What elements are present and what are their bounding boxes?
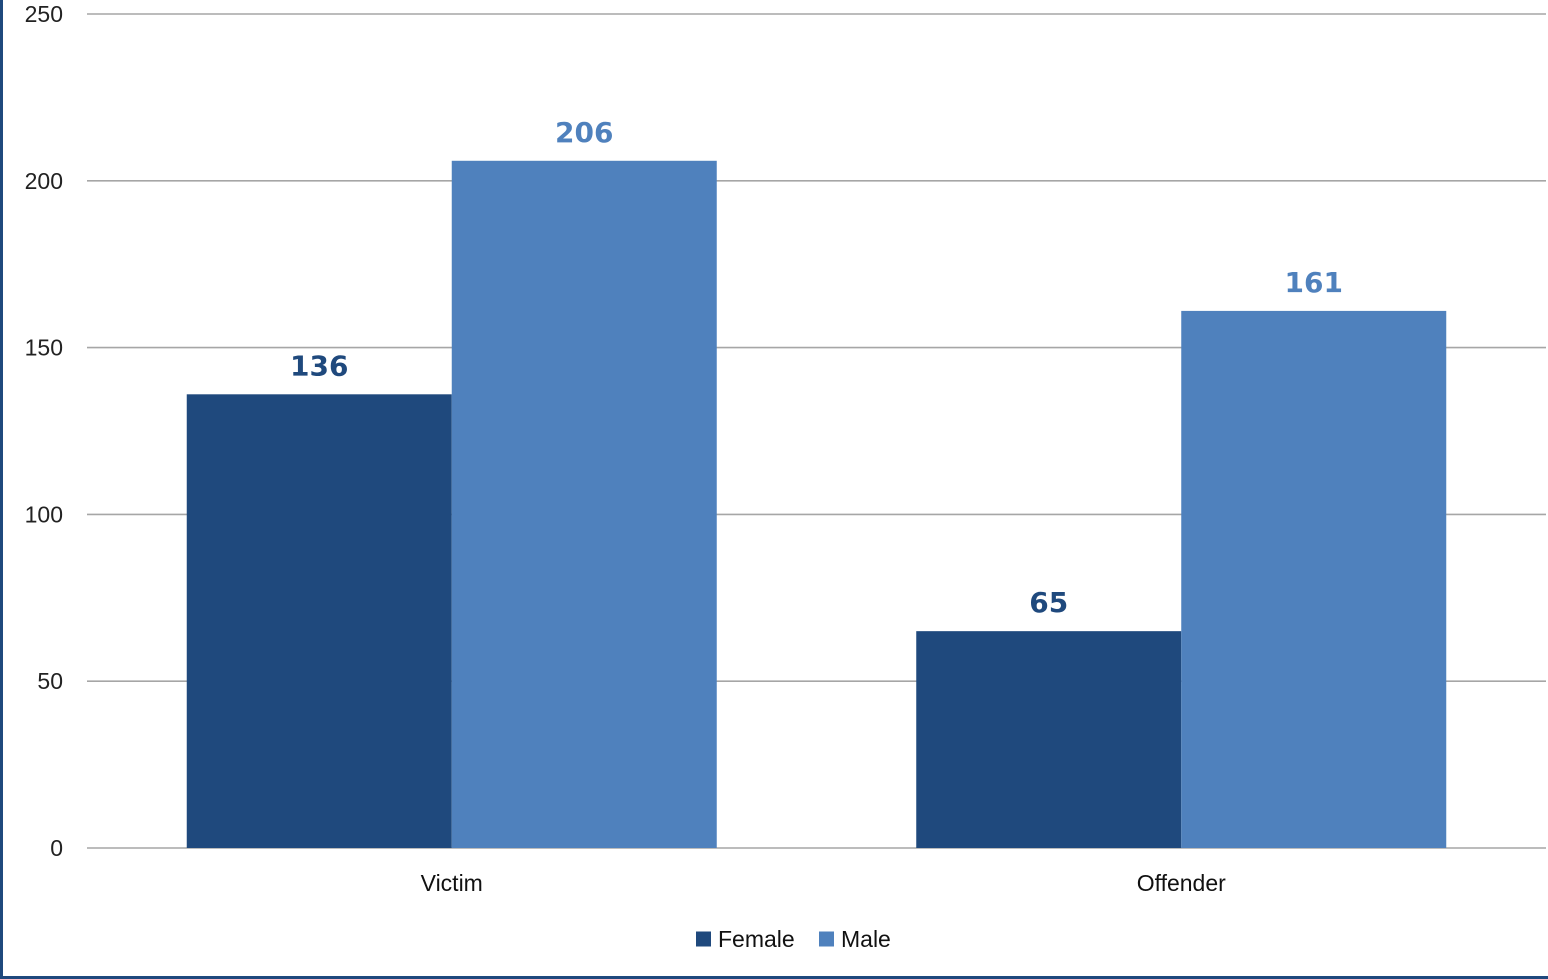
x-axis-category-labels: Victim Offender <box>421 870 1226 896</box>
category-label-offender: Offender <box>1137 870 1226 896</box>
legend-item-female: Female <box>696 926 795 952</box>
y-tick-label-50: 50 <box>37 668 63 694</box>
legend-label-male: Male <box>841 926 891 952</box>
y-axis-tick-labels: 0 50 100 150 200 250 <box>25 1 63 861</box>
bar-chart-canvas: 0 50 100 150 200 250 136 206 65 161 Victim Offend… <box>25 1 1546 952</box>
y-tick-label-100: 100 <box>25 501 63 527</box>
bar-victim-male <box>451 160 717 848</box>
bar-offender-male <box>1181 310 1447 848</box>
data-label-victim-female: 136 <box>290 349 348 382</box>
bars <box>186 160 1447 848</box>
legend-item-male: Male <box>819 926 891 952</box>
data-label-offender-female: 65 <box>1029 586 1068 619</box>
bar-victim-female <box>186 394 452 848</box>
y-tick-label-200: 200 <box>25 168 63 194</box>
y-tick-label-250: 250 <box>25 1 63 27</box>
y-tick-label-0: 0 <box>50 835 63 861</box>
bar-offender-female <box>916 631 1182 848</box>
legend-swatch-male <box>819 931 834 947</box>
legend-swatch-female <box>696 931 711 947</box>
category-label-victim: Victim <box>421 870 483 896</box>
legend-label-female: Female <box>718 926 795 952</box>
legend: Female Male <box>696 926 891 952</box>
data-label-offender-male: 161 <box>1285 266 1343 299</box>
data-label-victim-male: 206 <box>555 116 613 149</box>
data-labels: 136 206 65 161 <box>290 116 1343 619</box>
y-tick-label-150: 150 <box>25 335 63 361</box>
